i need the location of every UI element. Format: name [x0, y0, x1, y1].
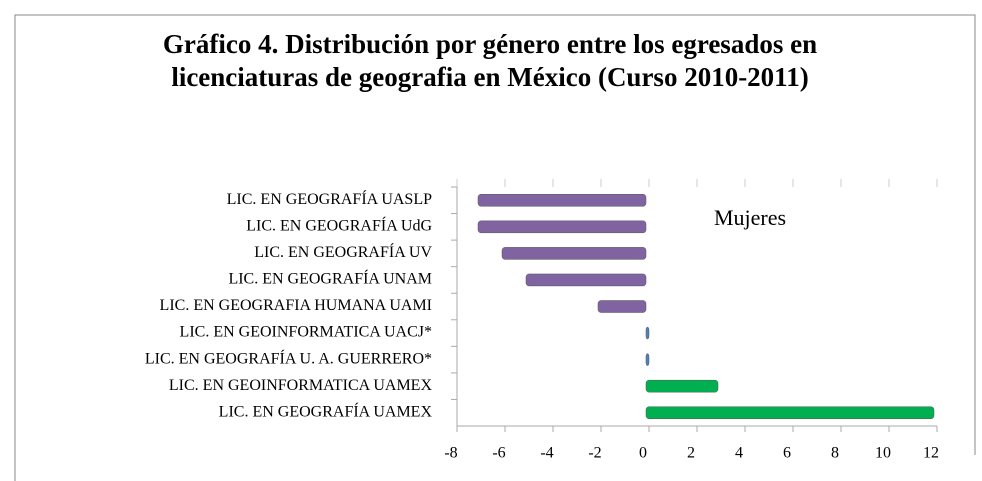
- bar: [645, 406, 935, 419]
- x-tick-label: 2: [687, 445, 695, 462]
- bar: [477, 220, 647, 234]
- y-tick-label: LIC. EN GEOGRAFÍA UV: [254, 242, 432, 261]
- annotation: Mujeres: [714, 205, 786, 230]
- x-tick-label: 0: [639, 445, 647, 462]
- chart-title: Gráfico 4. Distribución por género entre…: [162, 29, 818, 92]
- x-tick-label: 12: [923, 445, 939, 462]
- bar: [525, 273, 647, 287]
- y-tick-label: LIC. EN GEOGRAFÍA UdG: [246, 216, 432, 235]
- bar: [645, 326, 650, 340]
- y-tick-label: LIC. EN GEOGRAFÍA UNAM: [228, 269, 432, 288]
- x-tick-label: -6: [492, 445, 505, 462]
- y-tick-label: LIC. EN GEOGRAFÍA UAMEX: [219, 401, 433, 420]
- bar: [645, 379, 719, 393]
- y-tick-label: LIC. EN GEOINFORMATICA UACJ*: [180, 324, 432, 341]
- y-tick-label: LIC. EN GEOGRAFÍA UASLP: [227, 189, 432, 208]
- y-tick-label: LIC. EN GEOINFORMATICA UAMEX: [169, 377, 433, 394]
- x-tick-label: -2: [588, 445, 601, 462]
- y-tick-label: LIC. EN GEOGRAFIA HUMANA UAMI: [160, 297, 432, 314]
- x-tick-label: 6: [783, 445, 791, 462]
- bar: [501, 247, 647, 260]
- x-tick-label: 10: [875, 445, 891, 462]
- bar: [645, 353, 650, 366]
- x-tick-label: -4: [540, 445, 553, 462]
- bar: [597, 300, 647, 313]
- x-tick-label: 4: [735, 445, 743, 462]
- y-tick-label: LIC. EN GEOGRAFÍA U. A. GUERRERO*: [145, 348, 432, 367]
- frame: [14, 14, 976, 481]
- x-tick-label: 8: [831, 445, 839, 462]
- x-tick-label: -8: [444, 445, 457, 462]
- bar: [477, 194, 647, 207]
